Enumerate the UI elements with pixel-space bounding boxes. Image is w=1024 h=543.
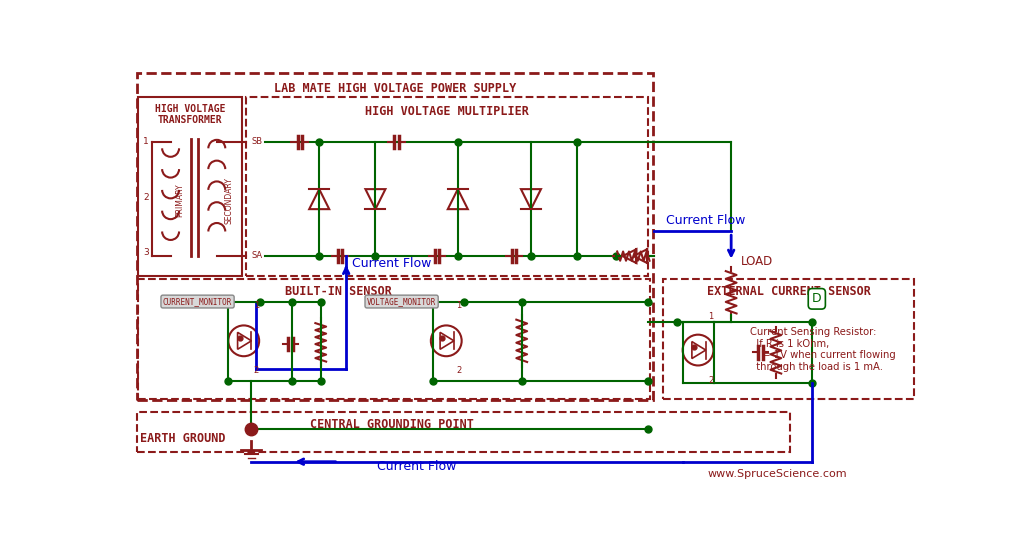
Bar: [664, 279, 914, 399]
Text: HIGH VOLTAGE MULTIPLIER: HIGH VOLTAGE MULTIPLIER: [366, 105, 529, 118]
Text: 2: 2: [457, 366, 462, 375]
Bar: [138, 98, 243, 276]
Text: Current Flow: Current Flow: [377, 460, 457, 473]
Text: 3: 3: [143, 248, 148, 257]
Text: SECONDARY: SECONDARY: [224, 177, 233, 224]
Text: HIGH VOLTAGE
TRANSFORMER: HIGH VOLTAGE TRANSFORMER: [155, 104, 225, 125]
Text: BUILT-IN SENSOR: BUILT-IN SENSOR: [285, 285, 392, 298]
Polygon shape: [238, 332, 252, 349]
Text: 2: 2: [254, 366, 259, 375]
Text: Current Flow: Current Flow: [666, 214, 745, 227]
Polygon shape: [623, 249, 637, 263]
Text: 1: 1: [457, 301, 462, 310]
Text: EXTERNAL CURRENT SENSOR: EXTERNAL CURRENT SENSOR: [707, 285, 870, 298]
Text: D: D: [812, 292, 821, 305]
Bar: [137, 412, 790, 452]
Text: 1: 1: [254, 301, 259, 310]
Text: 1: 1: [143, 137, 148, 147]
Polygon shape: [521, 189, 541, 209]
Bar: [246, 98, 648, 276]
Polygon shape: [366, 189, 385, 209]
Text: PRIMARY: PRIMARY: [175, 184, 184, 218]
Text: SB: SB: [252, 137, 262, 147]
Text: LOAD: LOAD: [741, 255, 773, 268]
Text: Current Sensing Resistor:
  If R is 1 kOhm,
  I = 1V when current flowing
  thro: Current Sensing Resistor: If R is 1 kOhm…: [751, 327, 896, 372]
Bar: [137, 73, 652, 400]
Text: CENTRAL GROUNDING POINT: CENTRAL GROUNDING POINT: [310, 418, 474, 431]
Text: LAB MATE HIGH VOLTAGE POWER SUPPLY: LAB MATE HIGH VOLTAGE POWER SUPPLY: [273, 82, 516, 95]
Text: Current Flow: Current Flow: [351, 257, 431, 270]
Text: CURRENT_MONITOR: CURRENT_MONITOR: [163, 297, 232, 306]
Text: EARTH GROUND: EARTH GROUND: [140, 432, 225, 445]
Text: www.SpruceScience.com: www.SpruceScience.com: [708, 469, 847, 479]
Text: VOLTAGE_MONITOR: VOLTAGE_MONITOR: [367, 297, 436, 306]
Bar: [138, 279, 649, 399]
Polygon shape: [440, 332, 454, 349]
Polygon shape: [634, 249, 647, 263]
Text: 1: 1: [708, 312, 714, 321]
Polygon shape: [447, 189, 468, 209]
Polygon shape: [309, 189, 330, 209]
Text: SA: SA: [252, 251, 262, 261]
Text: 2: 2: [708, 376, 714, 385]
Text: 2: 2: [143, 193, 148, 202]
Polygon shape: [692, 342, 706, 358]
